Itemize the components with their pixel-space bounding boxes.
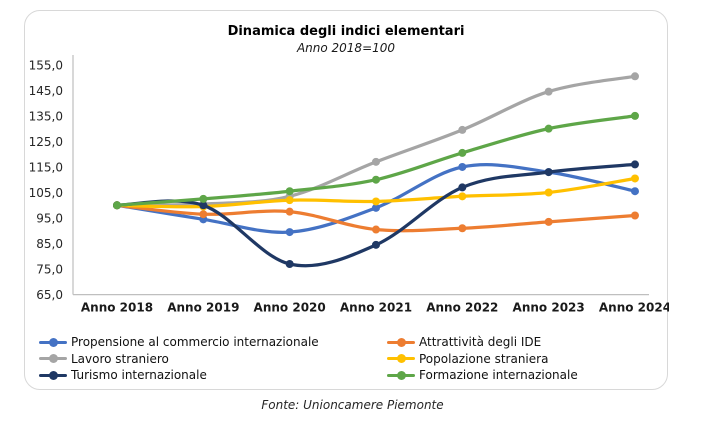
legend-label: Propensione al commercio internazionale xyxy=(71,335,319,350)
legend-marker-icon xyxy=(387,337,415,347)
data-point-marker xyxy=(371,157,380,166)
legend-marker-icon xyxy=(387,370,415,380)
chart-card: Dinamica degli indici elementari Anno 20… xyxy=(24,10,669,390)
legend-item: Lavoro straniero xyxy=(39,352,387,366)
data-point-marker xyxy=(285,207,294,216)
data-point-marker xyxy=(371,203,380,212)
legend-label: Turismo internazionale xyxy=(71,368,207,383)
data-point-marker xyxy=(544,217,553,226)
legend-label: Formazione internazionale xyxy=(419,368,578,383)
x-axis-label: Anno 2021 xyxy=(340,301,412,315)
x-axis-label: Anno 2024 xyxy=(599,301,669,315)
data-point-marker xyxy=(544,87,553,96)
data-point-marker xyxy=(285,196,294,205)
data-point-marker xyxy=(285,187,294,196)
y-tick-label: 95,0 xyxy=(36,212,63,226)
chart-subtitle: Anno 2018=100 xyxy=(296,41,396,55)
y-tick-label: 155,0 xyxy=(29,58,63,72)
data-point-marker xyxy=(113,201,121,210)
legend-item: Formazione internazionale xyxy=(387,368,655,382)
data-point-marker xyxy=(458,148,467,157)
legend-item: Popolazione straniera xyxy=(387,352,655,366)
y-tick-label: 65,0 xyxy=(36,288,63,302)
y-tick-label: 145,0 xyxy=(29,84,63,98)
legend-label: Popolazione straniera xyxy=(419,351,549,366)
legend-marker-icon xyxy=(39,337,67,347)
data-point-marker xyxy=(544,124,553,133)
data-point-marker xyxy=(371,240,380,249)
data-point-marker xyxy=(371,197,380,206)
series-line xyxy=(115,74,637,207)
data-point-marker xyxy=(371,175,380,184)
y-tick-label: 115,0 xyxy=(29,160,63,174)
y-tick-label: 135,0 xyxy=(29,109,63,123)
plot-svg: 155,0 145,0 135,0 125,0 115,0 105,0 95,0 85,0 75… xyxy=(29,55,669,315)
y-tick-label: 75,0 xyxy=(36,263,63,277)
data-point-marker xyxy=(199,210,208,219)
data-point-marker xyxy=(630,187,639,196)
data-point-marker xyxy=(458,125,467,134)
data-point-marker xyxy=(458,192,467,201)
x-axis-label: Anno 2018 xyxy=(81,301,153,315)
x-axis-label: Anno 2023 xyxy=(513,301,585,315)
data-point-marker xyxy=(199,194,208,203)
data-point-marker xyxy=(285,260,294,269)
x-axis-label: Anno 2019 xyxy=(167,301,239,315)
data-point-marker xyxy=(544,188,553,197)
data-point-marker xyxy=(630,72,639,81)
data-point-marker xyxy=(285,228,294,237)
y-tick-label: 125,0 xyxy=(29,135,63,149)
data-point-marker xyxy=(544,168,553,177)
legend-item: Attrattività degli IDE xyxy=(387,335,655,349)
data-point-marker xyxy=(371,225,380,234)
legend-marker-icon xyxy=(39,370,67,380)
data-point-marker xyxy=(630,174,639,183)
legend-item: Turismo internazionale xyxy=(39,368,387,382)
data-point-marker xyxy=(630,211,639,220)
y-tick-label: 85,0 xyxy=(36,237,63,251)
data-point-marker xyxy=(630,160,639,169)
data-point-marker xyxy=(458,224,467,233)
y-tick-label: 105,0 xyxy=(29,186,63,200)
data-point-marker xyxy=(630,111,639,120)
legend-marker-icon xyxy=(39,354,67,364)
data-point-marker xyxy=(199,201,208,210)
data-point-marker xyxy=(458,162,467,171)
legend-label: Attrattività degli IDE xyxy=(419,335,542,350)
source-note: Fonte: Unioncamere Piemonte xyxy=(261,398,444,412)
legend-marker-icon xyxy=(387,354,415,364)
legend: Propensione al commercio internazionale A… xyxy=(39,334,655,384)
x-axis-label: Anno 2022 xyxy=(426,301,498,315)
chart-title: Dinamica degli indici elementari xyxy=(227,24,465,39)
legend-item: Propensione al commercio internazionale xyxy=(39,335,387,349)
data-point-marker xyxy=(458,183,467,192)
x-axis-label: Anno 2020 xyxy=(254,301,326,315)
legend-label: Lavoro straniero xyxy=(71,351,169,366)
